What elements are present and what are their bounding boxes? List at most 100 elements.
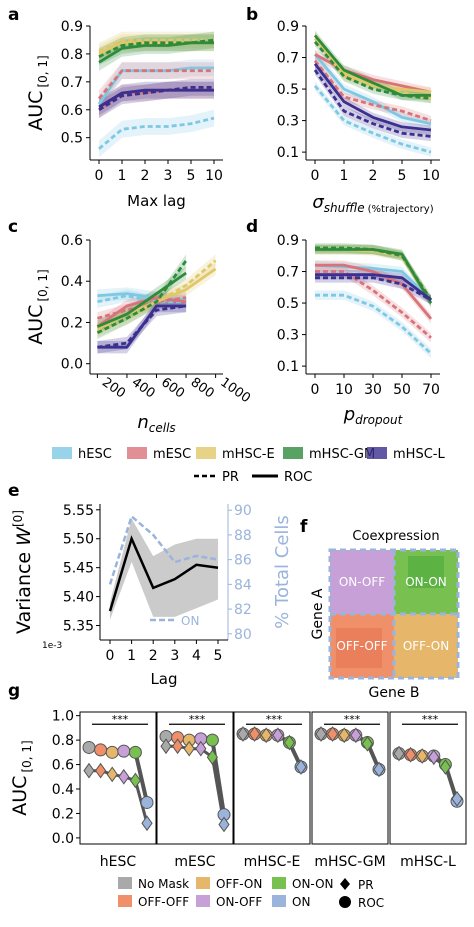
- roc-point-off-on: [105, 745, 119, 759]
- pr-point-no-mask: [160, 738, 172, 755]
- pr-point-no-mask: [393, 745, 405, 762]
- series-line-mhsc-gm-pr: [96, 259, 188, 335]
- pr-point-off-on: [106, 766, 118, 783]
- panel-c-chart: 0.0 0.2 0.4 0.6 200 400 600 800 1000 ncells AUC [0,…: [25, 233, 253, 435]
- on-percent-line: [108, 514, 219, 585]
- x-tick-label: 3: [170, 648, 179, 664]
- group-label: mESC: [174, 854, 215, 870]
- series-line-hesc-pr: [315, 293, 432, 355]
- x-tick-label: 1: [127, 648, 136, 664]
- y-tick-label: 5.40: [63, 590, 94, 606]
- x-tick-label: 10: [205, 168, 223, 184]
- x-tick-label: 4: [192, 648, 201, 664]
- y-tick-label: 0.6: [61, 233, 83, 249]
- quadrant-on-off: [330, 550, 394, 614]
- legend-swatch-mesc: [127, 447, 147, 459]
- y-tick-label: 5.50: [63, 532, 94, 548]
- y2-tick-label: 80: [234, 627, 252, 643]
- x-axis-label-subscript: dropout: [355, 413, 403, 427]
- group-label: mHSC-E: [244, 854, 301, 870]
- label-off-off: OFF-OFF: [336, 639, 387, 653]
- series-line-hesc-pr: [313, 85, 432, 154]
- y-axis-label: AUC [0, 1]: [25, 55, 50, 130]
- pr-point-no-mask: [315, 726, 327, 742]
- x-axis-label: ncells: [137, 412, 175, 435]
- panel-letter-d: d: [246, 217, 258, 237]
- y-tick-label: 0.0: [52, 831, 74, 847]
- band-mesc-pr: [99, 62, 214, 107]
- pr-point-no-mask: [83, 762, 95, 779]
- y-axis-label-text: Variance: [13, 546, 35, 634]
- y-axis-label-superscript: [0]: [11, 510, 25, 527]
- significance-label: ***: [422, 713, 439, 726]
- legend-g-label-off-on: OFF-ON: [216, 877, 262, 891]
- panel-letter-e: e: [8, 481, 20, 501]
- group-frame: [156, 711, 234, 845]
- band-mhsc-e-roc: [315, 244, 431, 308]
- variance-line: [108, 535, 219, 612]
- legend-swatch-mhsc-e: [196, 447, 216, 459]
- y-tick-label: 1.0: [52, 709, 74, 725]
- legend-g-roc-label: ROC: [358, 896, 384, 910]
- pr-point-off-off: [248, 726, 261, 742]
- panel-letter-a: a: [8, 5, 19, 25]
- pr-point-on: [451, 790, 463, 807]
- y-tick-label: 0.9: [277, 233, 299, 249]
- series-line-mhsc-e-roc: [313, 37, 432, 94]
- series-line-mhsc-l-roc: [315, 273, 432, 302]
- y-tick-label: 5.55: [63, 503, 94, 519]
- band-mhsc-l-pr: [315, 273, 431, 305]
- y2-tick-label: 86: [234, 553, 252, 569]
- legend-g-roc-marker: [339, 896, 351, 908]
- pr-point-on: [141, 815, 153, 832]
- quadrant-off-off: [330, 614, 394, 678]
- y2-tick-label: 90: [234, 503, 252, 519]
- band-mhsc-gm-roc: [315, 244, 431, 308]
- x-axis-label-symbol: σ: [312, 192, 324, 213]
- gene-b-label: Gene B: [368, 685, 419, 701]
- x-tick-label: 10: [422, 168, 440, 184]
- y-tick-label: 0.2: [61, 315, 83, 331]
- x-tick-label: 5: [187, 168, 196, 184]
- pr-point-on-off: [118, 768, 130, 785]
- roc-point-on-off: [117, 744, 131, 758]
- y-axis-label: Variance W[0]: [11, 510, 35, 634]
- series-line-mhsc-gm-roc: [315, 248, 433, 304]
- variance-band: [110, 518, 218, 620]
- x-tick-label: 800: [188, 375, 217, 402]
- series-line-mesc-pr: [97, 69, 214, 100]
- y-tick-label: 0.1: [277, 359, 299, 375]
- panel-f-coexpression: Coexpression ON-OFF ON-ON OFF-OFF OFF-ON…: [310, 529, 460, 701]
- legend-label-hesc: hESC: [78, 447, 112, 462]
- y-tick-label: 0.0: [61, 357, 83, 373]
- x-tick-label: 2: [369, 168, 378, 184]
- y-tick-label: 0.3: [277, 114, 299, 130]
- significance-label: ***: [266, 713, 283, 726]
- series-line-mesc-roc: [315, 263, 433, 320]
- x-tick-label: 0: [311, 168, 320, 184]
- band-hesc-pr: [315, 290, 431, 359]
- y2-tick-label: 84: [234, 577, 252, 593]
- x-axis-label-suffix: (%trajectory): [368, 204, 434, 215]
- legend-g-label-on-on: ON-ON: [292, 877, 334, 891]
- x-tick-label: 400: [129, 375, 158, 402]
- panel-e-chart: 5.35 5.40 5.45 5.50 5.55 80 82 84 86 88 90 0 1 2 3 4 5 La…: [11, 503, 293, 688]
- y-axis-label: AUC [0, 1]: [9, 740, 34, 815]
- y-tick-label: 0.5: [277, 296, 299, 312]
- y-axis-label-text: AUC: [25, 305, 47, 345]
- y-tick-label: 0.2: [52, 806, 74, 822]
- series-line-mhsc-l-pr: [313, 69, 432, 138]
- pr-point-on-on: [439, 759, 452, 775]
- pr-point-off-on: [338, 727, 350, 744]
- pr-point-off-on: [416, 748, 428, 764]
- group-hesc: *** hESC: [79, 711, 157, 870]
- x-tick-label: 5: [398, 168, 407, 184]
- x-tick-label: 0: [311, 382, 320, 398]
- y-tick-label: 5.35: [63, 619, 94, 635]
- x-tick-label: 2: [149, 648, 158, 664]
- y-axis-label-subscript: [0, 1]: [20, 740, 34, 772]
- x-tick-label: 3: [164, 168, 173, 184]
- legend-g-swatch-on-on: [272, 877, 286, 889]
- significance-label: ***: [112, 713, 129, 726]
- y-axis-label-text: AUC: [9, 776, 31, 816]
